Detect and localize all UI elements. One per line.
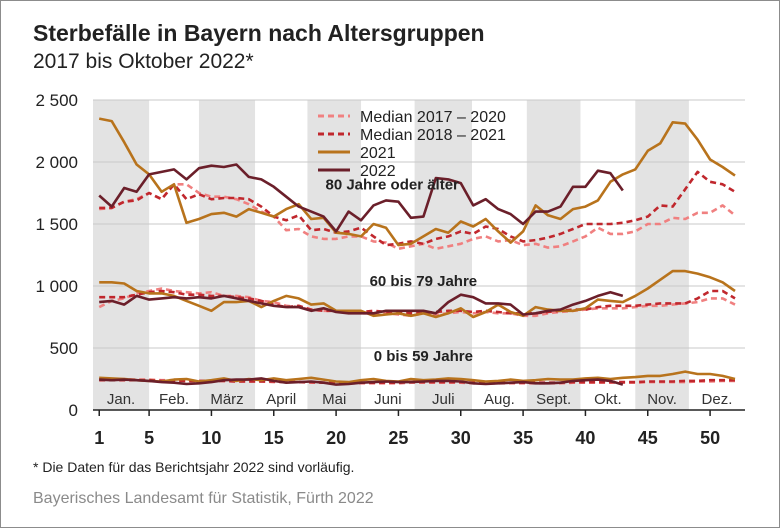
x-tick-label: 20 (326, 428, 346, 448)
x-tick-label: 15 (264, 428, 284, 448)
y-tick-label: 2 500 (35, 91, 78, 110)
month-label: April (266, 391, 296, 408)
group-annotation: 60 bis 79 Jahre (370, 273, 478, 290)
legend-label: Median 2018 – 2021 (360, 127, 506, 144)
month-label: Juni (374, 391, 402, 408)
month-label: Mai (322, 391, 346, 408)
group-annotation: 0 bis 59 Jahre (374, 348, 473, 365)
series-line (99, 377, 624, 386)
month-band (198, 100, 256, 410)
series-line (99, 269, 736, 319)
month-band (414, 100, 472, 410)
x-tick-label: 30 (451, 428, 471, 448)
legend-label: 2021 (360, 145, 396, 162)
y-tick-label: 500 (50, 339, 78, 358)
series-line (98, 117, 736, 247)
x-tick-label: 45 (638, 428, 658, 448)
x-tick-label: 10 (201, 428, 221, 448)
series-line (99, 183, 736, 251)
x-tick-label: 40 (575, 428, 595, 448)
x-tick-label: 25 (388, 428, 408, 448)
month-label: März (210, 391, 243, 408)
x-tick-label: 50 (700, 428, 720, 448)
series-line (99, 290, 624, 316)
source-note: Bayerisches Landesamt für Statistik, Für… (33, 490, 374, 507)
chart-title: Sterbefälle in Bayern nach Altersgruppen (33, 20, 485, 46)
chart-subtitle: 2017 bis Oktober 2022* (33, 50, 254, 73)
month-label: Feb. (159, 391, 189, 408)
legend-label: 2022 (360, 163, 396, 180)
footnote: * Die Daten für das Berichtsjahr 2022 si… (33, 459, 355, 475)
month-band (635, 100, 689, 410)
x-tick-label: 35 (513, 428, 533, 448)
month-label: Jan. (107, 391, 135, 408)
month-band (93, 100, 150, 410)
month-band (526, 100, 581, 410)
y-tick-label: 2 000 (35, 153, 78, 172)
series-line (99, 370, 736, 384)
month-label: Sept. (536, 391, 571, 408)
legend-label: Median 2017 – 2020 (360, 109, 506, 126)
month-label: Juli (432, 391, 455, 408)
x-tick-label: 5 (144, 428, 154, 448)
y-tick-label: 0 (69, 401, 78, 420)
y-tick-label: 1 000 (35, 277, 78, 296)
month-label: Aug. (484, 391, 515, 408)
series-line (99, 170, 736, 247)
month-label: Dez. (702, 391, 733, 408)
series-line (98, 163, 624, 233)
group-annotation: 80 Jahre oder älter (325, 176, 459, 193)
month-label: Nov. (647, 391, 677, 408)
month-label: Okt. (594, 391, 622, 408)
x-tick-label: 1 (94, 428, 104, 448)
y-tick-label: 1 500 (35, 215, 78, 234)
